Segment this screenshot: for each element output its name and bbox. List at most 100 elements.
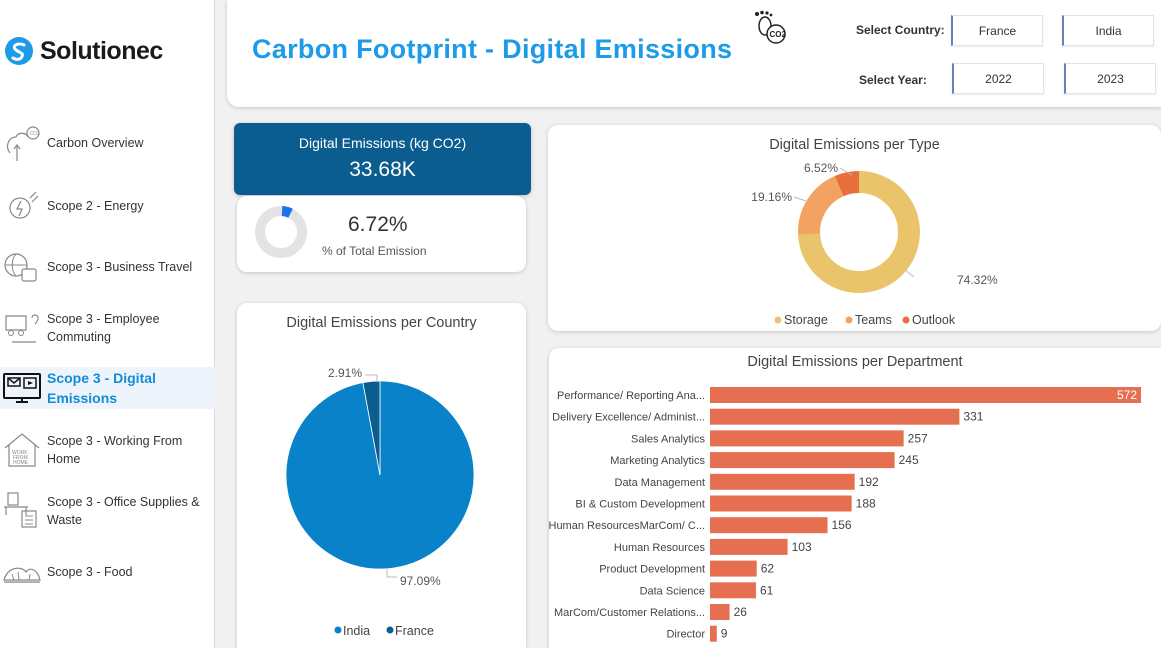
- sidebar-item-digital-emissions[interactable]: Scope 3 - Digital Emissions: [0, 367, 215, 409]
- sidebar-item-label: Scope 3 - Working From Home: [47, 434, 183, 466]
- type-data-label: 19.16%: [751, 190, 792, 204]
- bar-value-label: 9: [721, 627, 728, 641]
- bar-value-label: 26: [734, 605, 748, 619]
- department-bar[interactable]: [710, 408, 960, 425]
- emissions-per-country-card: Digital Emissions per Country 2.91% 97.09…: [237, 303, 526, 648]
- legend-marker: [845, 316, 853, 324]
- pie-slice-france[interactable]: [362, 380, 381, 476]
- bar-category-label: Human ResourcesMarCom/ C...: [549, 520, 705, 532]
- bar-value-label: 331: [963, 410, 983, 424]
- commuting-icon: [5, 314, 39, 343]
- leader-line: [386, 569, 397, 578]
- pct-total-gauge: [255, 206, 307, 258]
- department-bar[interactable]: [710, 430, 904, 447]
- leader-line: [904, 269, 915, 278]
- country-pie-chart: 2.91% 97.09% India France: [285, 366, 475, 638]
- pct-label: % of Total Emission: [322, 244, 427, 258]
- department-bar[interactable]: [710, 517, 828, 534]
- department-bar[interactable]: [710, 473, 855, 490]
- sidebar-item-label: Scope 3 - Food: [47, 565, 133, 579]
- page-title: Carbon Footprint - Digital Emissions: [252, 34, 733, 64]
- digital-emissions-icon: [3, 373, 41, 403]
- energy-plug-icon: [9, 191, 39, 219]
- sidebar-item-label: Scope 3 - Employee Commuting: [47, 312, 160, 344]
- sidebar-item-business-travel[interactable]: Scope 3 - Business Travel: [0, 246, 215, 288]
- type-donut-chart: 74.32% 19.16% 6.52% Storage Teams Outlook: [751, 161, 998, 327]
- brand-logo: Solutionec: [4, 36, 163, 66]
- sidebar-item-food[interactable]: Scope 3 - Food: [0, 552, 215, 592]
- department-bar[interactable]: [710, 495, 852, 512]
- bar-category-label: Delivery Excellence/ Administ...: [552, 412, 705, 424]
- legend-marker: [334, 626, 342, 634]
- department-bar[interactable]: [710, 538, 788, 555]
- bar-category-label: MarCom/Customer Relations...: [554, 607, 705, 619]
- bar-category-label: Human Resources: [614, 542, 706, 554]
- department-bar[interactable]: [710, 625, 717, 642]
- sidebar-item-energy[interactable]: Scope 2 - Energy: [0, 186, 215, 226]
- leader-line: [839, 167, 853, 176]
- bar-value-label: 257: [908, 431, 928, 445]
- sidebar-item-carbon-overview[interactable]: CO2 Carbon Overview: [0, 123, 215, 163]
- year-option-2023[interactable]: 2023: [1064, 63, 1156, 94]
- sidebar-item-work-from-home[interactable]: WORK FROM HOME Scope 3 - Working From Ho…: [0, 428, 215, 472]
- type-data-label: 74.32%: [957, 273, 998, 287]
- type-chart-title: Digital Emissions per Type: [769, 137, 940, 153]
- legend-marker: [902, 316, 910, 324]
- svg-text:HOME: HOME: [13, 460, 29, 466]
- svg-text:CO2: CO2: [30, 131, 41, 137]
- year-option-2022[interactable]: 2022: [952, 63, 1044, 94]
- leader-line: [793, 196, 807, 202]
- legend-item-india[interactable]: India: [343, 624, 370, 638]
- legend-marker: [774, 316, 782, 324]
- emissions-per-department-card: Digital Emissions per Department Perform…: [549, 348, 1161, 648]
- kpi-label: Digital Emissions (kg CO2): [298, 135, 467, 151]
- bar-category-label: Product Development: [599, 564, 705, 576]
- bar-value-label: 192: [859, 475, 879, 489]
- bar-category-label: BI & Custom Development: [575, 499, 705, 511]
- legend-item-storage[interactable]: Storage: [784, 313, 828, 327]
- gauge-fill: [281, 206, 293, 218]
- department-bar[interactable]: [710, 560, 757, 577]
- bar-value-label: 188: [856, 497, 876, 511]
- sidebar-item-label: Scope 3 - Digital Emissions: [47, 370, 156, 406]
- office-supplies-icon: [4, 492, 37, 528]
- country-option-india[interactable]: India: [1062, 15, 1154, 46]
- bar-category-label: Data Science: [640, 585, 705, 597]
- department-bar[interactable]: [710, 452, 895, 469]
- bar-value-label: 245: [899, 453, 919, 467]
- department-bar[interactable]: [710, 582, 756, 599]
- bar-value-label: 61: [760, 583, 774, 597]
- bar-value-label: 103: [792, 540, 812, 554]
- country-chart-title: Digital Emissions per Country: [286, 315, 477, 331]
- bar-value-label: 156: [832, 518, 852, 532]
- donut-slice-storage[interactable]: [798, 171, 920, 293]
- bar-category-label: Data Management: [615, 477, 706, 489]
- bar-category-label: Marketing Analytics: [610, 455, 705, 467]
- bar-category-label: Performance/ Reporting Ana...: [557, 390, 705, 402]
- department-chart-title: Digital Emissions per Department: [747, 354, 963, 370]
- department-bar[interactable]: [710, 604, 730, 620]
- country-data-label: 97.09%: [400, 574, 441, 588]
- svg-text:FROM: FROM: [13, 455, 28, 461]
- type-data-label: 6.52%: [804, 161, 838, 175]
- legend-item-france[interactable]: France: [395, 624, 434, 638]
- carbon-overview-icon: CO2: [6, 126, 41, 161]
- sidebar-item-label: Scope 2 - Energy: [47, 199, 144, 213]
- emissions-per-type-card: Digital Emissions per Type 74.32% 19.16% 6…: [548, 125, 1161, 331]
- pct-value: 6.72%: [348, 213, 408, 236]
- sidebar-item-label: Carbon Overview: [47, 136, 144, 150]
- sidebar-item-employee-commuting[interactable]: Scope 3 - Employee Commuting: [0, 306, 215, 350]
- legend-item-outlook[interactable]: Outlook: [912, 313, 956, 327]
- bar-category-label: Director: [666, 629, 705, 641]
- department-bar[interactable]: [710, 387, 1141, 403]
- bar-category-label: Sales Analytics: [631, 433, 705, 445]
- legend-item-teams[interactable]: Teams: [855, 313, 892, 327]
- leader-line: [365, 374, 378, 382]
- donut-slice-outlook[interactable]: [834, 171, 860, 197]
- country-data-label: 2.91%: [328, 366, 362, 380]
- country-option-france[interactable]: France: [951, 15, 1043, 46]
- food-icon: [3, 567, 41, 583]
- sidebar-item-label: Scope 3 - Office Supplies & Waste: [47, 495, 200, 527]
- donut-slice-teams[interactable]: [798, 176, 844, 235]
- sidebar-item-office-supplies[interactable]: Scope 3 - Office Supplies & Waste: [0, 490, 215, 532]
